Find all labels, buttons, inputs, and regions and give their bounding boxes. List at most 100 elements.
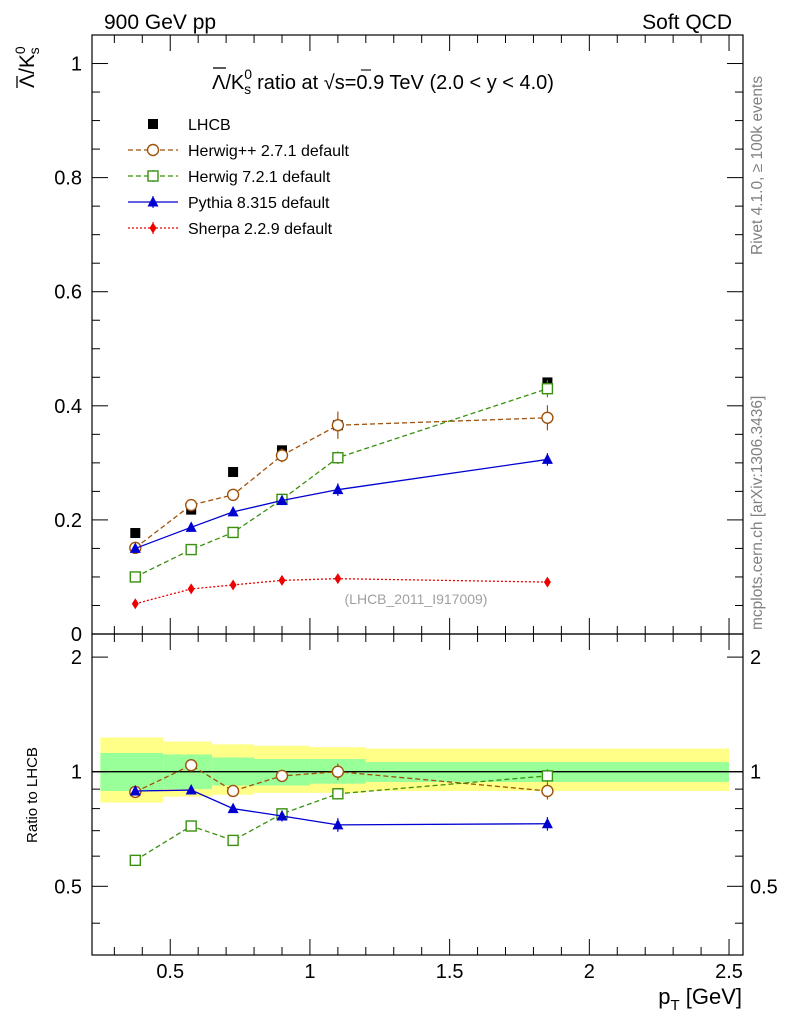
data-point [129, 854, 142, 867]
legend-item-lhcb: LHCB [148, 117, 231, 134]
data-point [275, 449, 289, 462]
data-point [541, 382, 554, 395]
ylabel-lambda: Λ [16, 74, 39, 88]
ratio-series-layer [129, 759, 554, 867]
x-tick-label: 2.5 [715, 961, 743, 983]
title-k-sup: 0 [244, 66, 252, 82]
legend-label: LHCB [188, 117, 231, 134]
ylabel-sub: s [26, 47, 42, 54]
data-point [276, 494, 288, 506]
data-point [541, 453, 553, 464]
legend-marker [148, 119, 158, 129]
main-y-axis-label: Λ/K0s [12, 46, 42, 88]
series-line [135, 789, 548, 826]
ratio-y-tick-label-right: 2 [750, 647, 761, 669]
data-point [278, 574, 286, 586]
series-pythia-8-315-default [129, 453, 553, 553]
ratio-plot-frame [91, 633, 744, 956]
ratio-y-axis: 0.5 0.5 1 1 2 2 [54, 647, 778, 924]
legend-label: Herwig++ 2.7.1 default [188, 143, 350, 160]
title-sqrt: √ [324, 72, 335, 94]
series-line [134, 417, 548, 549]
ratio-y-axis-label: Ratio to LHCB [24, 747, 41, 843]
xlabel-sub: T [670, 997, 679, 1014]
series-line [135, 764, 548, 793]
title-k-sub: s [244, 81, 251, 97]
x-tick-label: 1 [304, 961, 315, 983]
series-sherpa-2-2-9-default [131, 573, 551, 610]
legend: LHCB Herwig++ 2.7.1 default Herwig 7.2.1 d… [128, 117, 350, 238]
legend-label: Herwig 7.2.1 default [188, 169, 331, 186]
data-point [184, 498, 198, 512]
ratio-y-tick-label-left: 0.5 [54, 876, 82, 898]
header-energy-label: 900 GeV pp [104, 11, 216, 34]
data-point [226, 784, 240, 798]
xlabel-p: p [658, 984, 670, 1009]
data-point [334, 573, 342, 585]
series-herwig-7-2-1-default [129, 380, 554, 583]
series-line [135, 388, 548, 578]
title-energy: s=0.9 TeV (2.0 < y < 4.0) [335, 72, 554, 94]
legend-marker [149, 222, 157, 234]
data-point [541, 770, 554, 782]
data-point [129, 571, 142, 583]
ratio-x-axis: 0.5 1 1.5 2 2.5 [113, 634, 743, 983]
y-tick-label: 0.4 [54, 396, 82, 418]
data-point [129, 784, 141, 796]
legend-item-herwig-2-7-1-default: Herwig++ 2.7.1 default [128, 143, 350, 160]
data-point [129, 542, 141, 553]
data-point [332, 483, 344, 495]
x-tick-label: 2 [584, 961, 595, 983]
analysis-watermark: (LHCB_2011_I917009) [345, 591, 488, 607]
data-point [275, 769, 289, 783]
data-point [227, 505, 239, 517]
legend-marker [146, 143, 160, 157]
ylabel-sup: 0 [12, 46, 28, 54]
ratio-y-tick-label-right: 0.5 [750, 876, 778, 898]
series-line [135, 578, 548, 605]
ratio-y-tick-label-left: 1 [71, 762, 82, 784]
header-category-label: Soft QCD [642, 11, 732, 34]
mcplots-credit-label: mcplots.cern.ch [arXiv:1306.3436] [749, 396, 766, 630]
main-x-ticks [113, 35, 730, 634]
main-y-axis: 0 0.2 0.4 0.6 0.8 1 [54, 54, 743, 646]
y-tick-label: 0.8 [54, 168, 82, 190]
data-point [185, 521, 197, 532]
main-panel: 00.20.40.60.81 Λ/K0s Λ/K0 s ratio at √s=0.… [12, 34, 744, 646]
legend-marker [147, 170, 159, 182]
data-point [331, 419, 345, 432]
data-point [541, 817, 553, 829]
data-point [227, 802, 239, 814]
x-axis-label: pT [GeV] [658, 984, 742, 1014]
data-point [227, 526, 239, 539]
title-middle: ratio at [257, 72, 324, 94]
data-point [187, 583, 195, 595]
data-point [541, 411, 554, 424]
data-point [332, 788, 344, 800]
data-point [332, 818, 344, 830]
data-point [229, 579, 237, 591]
data-point [331, 765, 345, 778]
ratio-y-tick-label-right: 1 [750, 762, 761, 784]
y-tick-label: 1 [71, 54, 82, 76]
ylabel-k: /K [16, 54, 39, 74]
legend-item-pythia-8-315-default: Pythia 8.315 default [128, 195, 330, 212]
data-point [543, 576, 551, 588]
y-tick-label: 0 [71, 624, 82, 646]
data-point [228, 466, 239, 477]
ratio-panel: 0.5 0.5 1 1 2 2 0.5 1 1.5 2 2.5 Ratio to LHCB pT … [24, 633, 778, 1014]
x-tick-label: 0.5 [156, 961, 184, 983]
data-point [541, 784, 554, 798]
data-point [130, 528, 141, 539]
data-point [185, 784, 197, 795]
legend-item-herwig-7-2-1-default: Herwig 7.2.1 default [128, 169, 331, 186]
xlabel-unit: [GeV] [680, 984, 742, 1009]
data-point [184, 759, 198, 772]
series-line [134, 775, 548, 861]
legend-item-sherpa-2-2-9-default: Sherpa 2.2.9 default [128, 221, 333, 238]
data-point [332, 452, 344, 464]
series-herwig-2-7-1-default [129, 759, 554, 800]
data-point [227, 834, 239, 847]
